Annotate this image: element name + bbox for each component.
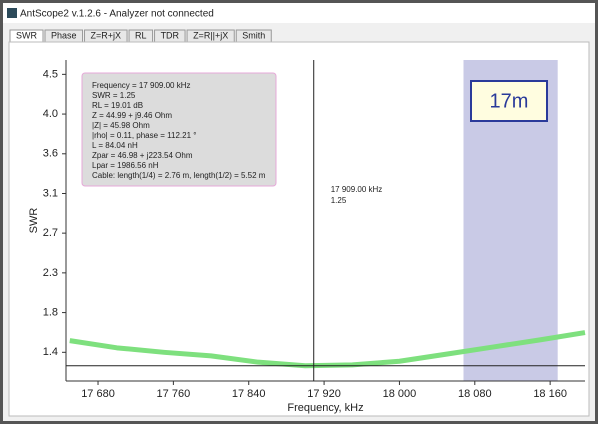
tab-label[interactable]: Phase — [51, 30, 77, 40]
x-tick-label: 18 160 — [533, 388, 567, 400]
info-line: Zpar = 46.98 + j223.54 Ohm — [92, 151, 193, 160]
tab-label[interactable]: Smith — [242, 30, 265, 40]
info-line: Frequency = 17 909.00 kHz — [92, 81, 191, 90]
info-line: Z = 44.99 + j9.46 Ohm — [92, 111, 172, 120]
y-tick-label: 2.3 — [43, 267, 58, 279]
y-tick-label: 3.6 — [43, 148, 58, 160]
app-icon — [7, 8, 17, 18]
tab-label[interactable]: SWR — [16, 30, 37, 40]
title-bar — [3, 3, 595, 23]
band-label: 17m — [490, 90, 529, 112]
tab-label[interactable]: Z=R||+jX — [193, 30, 228, 40]
info-line: |rho| = 0.11, phase = 112.21 ° — [92, 131, 196, 140]
y-tick-label: 1.4 — [43, 346, 58, 358]
y-tick-label: 3.1 — [43, 187, 58, 199]
tab-bar: SWR Phase Z=R+jX RL TDR Z=R||+jX Smith — [9, 29, 272, 43]
info-line: RL = 19.01 dB — [92, 101, 143, 110]
tab-label[interactable]: Z=R+jX — [91, 30, 122, 40]
x-tick-label: 18 000 — [383, 388, 417, 400]
info-line: Cable: length(1/4) = 2.76 m, length(1/2)… — [92, 171, 266, 180]
band-label-box — [470, 80, 548, 122]
info-line: SWR = 1.25 — [92, 91, 136, 100]
tab-label[interactable]: RL — [135, 30, 147, 40]
x-tick-label: 17 680 — [81, 388, 115, 400]
x-tick-label: 17 760 — [157, 388, 191, 400]
window-title: AntScope2 v.1.2.6 - Analyzer not connect… — [20, 9, 214, 20]
y-axis-label: SWR — [28, 208, 40, 234]
y-tick-label: 2.7 — [43, 227, 58, 239]
x-tick-label: 17 920 — [307, 388, 341, 400]
tab-label[interactable]: TDR — [161, 30, 180, 40]
y-tick-label: 4.0 — [43, 108, 58, 120]
info-line: |Z| = 45.98 Ohm — [92, 121, 150, 130]
x-axis-label: Frequency, kHz — [287, 402, 363, 414]
info-line: Lpar = 1986.56 nH — [92, 161, 159, 170]
x-tick-label: 18 080 — [458, 388, 492, 400]
cursor-label: 17 909.00 kHz — [331, 185, 383, 194]
y-tick-label: 1.8 — [43, 306, 58, 318]
x-tick-label: 17 840 — [232, 388, 266, 400]
info-line: L = 84.04 nH — [92, 141, 138, 150]
cursor-label: 1.25 — [331, 196, 347, 205]
y-tick-label: 4.5 — [43, 68, 58, 80]
chart: 17m 1.4 1.8 2.3 2.7 3.1 3.6 4.0 4.5 17 680 17 760 1… — [28, 60, 586, 414]
info-box — [81, 72, 277, 187]
